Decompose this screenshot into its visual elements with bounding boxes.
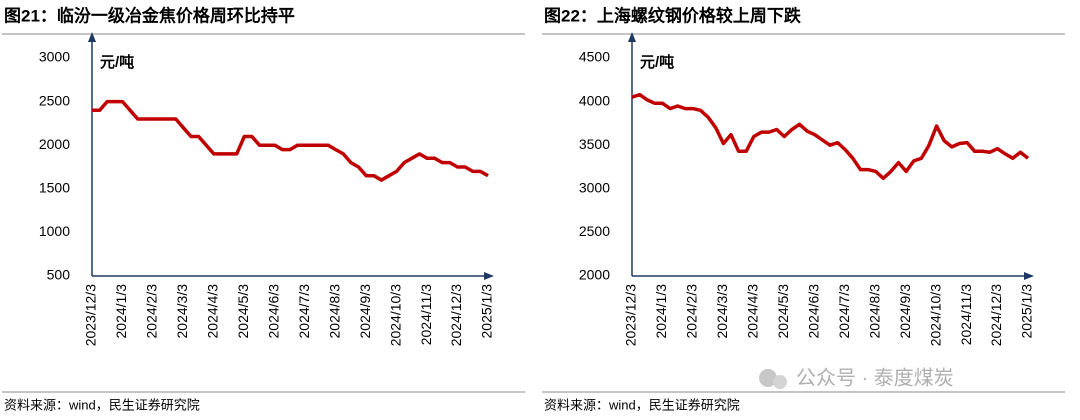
y-tick-label: 2500 bbox=[579, 223, 610, 239]
x-tick-label: 2024/1/3 bbox=[653, 284, 669, 339]
x-tick-label: 2024/6/3 bbox=[805, 284, 821, 339]
x-axis-arrow bbox=[484, 272, 494, 280]
data-line bbox=[631, 92, 1030, 181]
x-tick-label: 2024/2/3 bbox=[684, 284, 700, 339]
x-tick-label: 2024/7/3 bbox=[296, 284, 312, 339]
y-tick-label: 3500 bbox=[579, 136, 610, 152]
x-tick-label: 2024/1/3 bbox=[113, 284, 129, 339]
x-tick-label: 2023/12/3 bbox=[623, 284, 639, 346]
source-note: 资料来源：wind，民生证券研究院 bbox=[4, 397, 200, 412]
x-tick-label: 2024/8/3 bbox=[326, 284, 342, 339]
y-tick-label: 2000 bbox=[39, 136, 70, 152]
y-tick-label: 500 bbox=[47, 267, 71, 283]
watermark-icon bbox=[759, 369, 777, 387]
watermark-text: 公众号 · 泰度煤炭 bbox=[796, 366, 954, 389]
y-axis-arrow bbox=[88, 32, 96, 42]
source-note: 资料来源：wind，民生证券研究院 bbox=[544, 397, 740, 412]
y-tick-label: 3000 bbox=[579, 180, 610, 196]
x-tick-label: 2024/11/3 bbox=[418, 284, 434, 345]
x-tick-label: 2024/4/3 bbox=[205, 284, 221, 339]
x-tick-label: 2024/8/3 bbox=[866, 284, 882, 339]
x-tick-label: 2024/12/3 bbox=[988, 284, 1004, 346]
y-tick-label: 1000 bbox=[39, 223, 70, 239]
data-line bbox=[92, 99, 489, 182]
x-tick-label: 2024/2/3 bbox=[144, 284, 160, 339]
y-axis-arrow bbox=[628, 32, 636, 42]
x-tick-label: 2024/4/3 bbox=[745, 284, 761, 339]
x-tick-label: 2024/9/3 bbox=[897, 284, 913, 339]
x-tick-label: 2024/7/3 bbox=[836, 284, 852, 339]
x-tick-label: 2025/1/3 bbox=[1019, 284, 1035, 339]
x-tick-label: 2024/3/3 bbox=[174, 284, 190, 339]
x-tick-label: 2024/5/3 bbox=[775, 284, 791, 339]
x-tick-label: 2024/11/3 bbox=[958, 284, 974, 345]
y-tick-label: 3000 bbox=[39, 49, 70, 65]
x-tick-label: 2024/10/3 bbox=[387, 284, 403, 346]
y-tick-label: 2500 bbox=[39, 92, 70, 108]
x-tick-label: 2025/1/3 bbox=[479, 284, 495, 339]
x-tick-label: 2024/3/3 bbox=[714, 284, 730, 339]
x-tick-label: 2024/5/3 bbox=[235, 284, 251, 339]
x-tick-label: 2024/9/3 bbox=[357, 284, 373, 339]
watermark: 公众号 · 泰度煤炭 bbox=[759, 366, 954, 389]
x-axis-arrow bbox=[1024, 272, 1034, 280]
x-tick-label: 2024/10/3 bbox=[927, 284, 943, 346]
y-tick-label: 4500 bbox=[579, 49, 610, 65]
chart-title: 图22：上海螺纹钢价格较上周下跌 bbox=[544, 5, 802, 25]
y-axis-label: 元/吨 bbox=[640, 53, 674, 71]
x-tick-label: 2024/6/3 bbox=[265, 284, 281, 339]
y-tick-label: 1500 bbox=[39, 180, 70, 196]
x-tick-label: 2023/12/3 bbox=[83, 284, 99, 346]
y-axis-label: 元/吨 bbox=[100, 53, 134, 71]
watermark-icon bbox=[773, 375, 787, 389]
chart-title: 图21：临汾一级冶金焦价格周环比持平 bbox=[4, 5, 295, 25]
y-tick-label: 2000 bbox=[579, 267, 610, 283]
x-tick-label: 2024/12/3 bbox=[448, 284, 464, 346]
y-tick-label: 4000 bbox=[579, 92, 610, 108]
